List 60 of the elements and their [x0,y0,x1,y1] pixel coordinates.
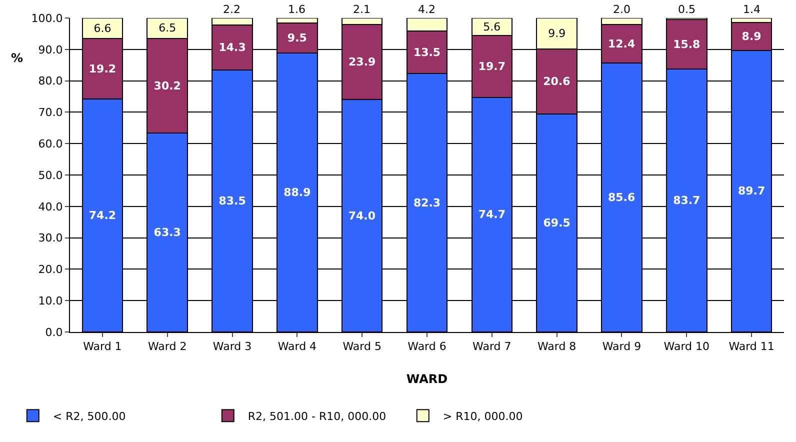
data-label: 0.5 [678,3,696,16]
data-label: 1.6 [288,3,306,16]
y-tick-label: 80.0 [38,74,63,88]
x-tick-label: Ward 11 [728,340,774,354]
data-label: 74.0 [348,209,376,222]
data-label: 2.1 [353,3,370,16]
data-label: 14.3 [218,40,246,54]
y-tick-label: 40.0 [38,200,63,214]
data-label: 13.5 [413,46,441,59]
data-label: 69.5 [543,216,570,230]
y-tick-label: 50.0 [38,168,63,182]
legend-label: < R2, 500.00 [52,410,126,423]
data-label: 2.2 [223,3,240,16]
data-label: 88.9 [284,186,311,199]
data-label: 15.8 [673,38,700,51]
data-label: 9.9 [548,27,566,40]
x-tick-label: Ward 4 [278,340,317,354]
data-label: 6.5 [158,22,176,35]
y-tick-label: 100.0 [31,12,63,25]
x-tick-label: Ward 2 [148,340,187,354]
data-label: 63.3 [154,226,181,240]
data-label: 9.5 [287,31,307,44]
data-label: 19.7 [478,60,506,74]
data-label: 4.2 [418,3,436,16]
data-label: 74.7 [478,208,506,222]
data-label: 1.4 [743,3,760,16]
data-label: 30.2 [154,79,181,92]
y-tick-label: 90.0 [38,43,63,56]
y-tick-label: 30.0 [38,232,63,245]
legend-label: R2, 501.00 - R10, 000.00 [248,410,386,423]
data-label: 23.9 [348,56,376,69]
y-tick-label: 60.0 [38,137,63,150]
data-label: 6.6 [94,22,112,35]
data-label: 74.2 [88,209,116,222]
data-label: 2.0 [613,3,630,16]
x-tick-label: Ward 8 [537,340,576,354]
x-tick-label: Ward 6 [408,340,446,354]
data-label: 19.2 [88,62,116,76]
data-label: 83.7 [673,194,700,208]
x-tick-label: Ward 1 [83,340,122,354]
data-label: 8.9 [742,30,762,43]
y-axis-title: % [11,51,24,65]
y-tick-label: 10.0 [38,294,63,308]
data-label: 20.6 [543,74,571,88]
x-axis-title: WARD [406,372,448,386]
data-label: 85.6 [608,191,636,204]
y-tick-label: 20.0 [38,263,63,276]
x-tick-label: Ward 9 [602,340,642,354]
data-label: 83.5 [218,194,246,208]
y-tick-label: 70.0 [38,106,63,120]
data-label: 12.4 [608,37,636,50]
x-tick-label: Ward 7 [472,340,512,354]
x-tick-label: Ward 3 [212,340,252,354]
data-label: 5.6 [483,20,501,34]
legend-label: > R10, 000.00 [442,410,523,423]
x-tick-label: Ward 5 [342,340,382,354]
x-tick-label: Ward 10 [664,340,710,354]
data-label: 89.7 [738,184,766,198]
data-label: 82.3 [413,196,441,210]
y-tick-label: 0.0 [45,326,63,339]
